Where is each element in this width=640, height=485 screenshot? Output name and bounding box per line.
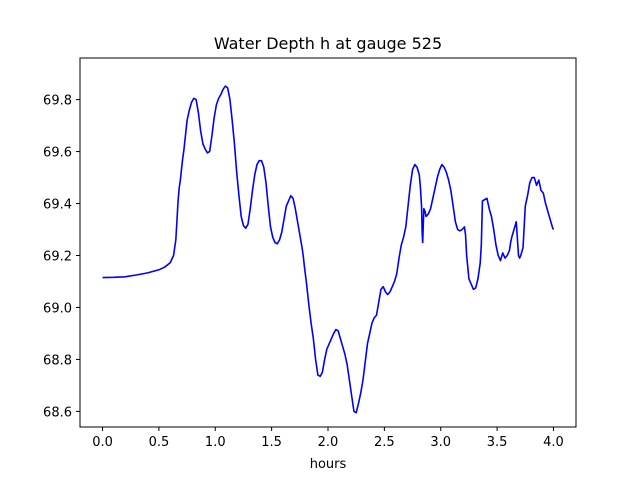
y-tick-label: 69.2	[43, 249, 72, 264]
x-axis-ticks: 0.0 0.5 1.0 1.5 2.0 2.5 3.0 3.5 4.0	[92, 427, 564, 450]
chart-title: Water Depth h at gauge 525	[214, 34, 442, 53]
x-tick-label: 0.0	[92, 435, 113, 450]
x-tick-label: 2.5	[374, 435, 395, 450]
y-tick-label: 69.6	[43, 146, 72, 161]
x-tick-label: 1.0	[205, 435, 226, 450]
x-tick-label: 3.0	[430, 435, 451, 450]
x-tick-label: 4.0	[543, 435, 564, 450]
y-tick-label: 68.8	[43, 353, 72, 368]
y-axis-ticks: 68.6 68.8 69.0 69.2 69.4 69.6 69.8	[43, 94, 80, 420]
x-tick-label: 0.5	[149, 435, 170, 450]
y-tick-label: 68.6	[43, 405, 72, 420]
y-tick-label: 69.4	[43, 198, 72, 213]
y-tick-label: 69.0	[43, 301, 72, 316]
x-tick-label: 1.5	[261, 435, 282, 450]
x-tick-label: 3.5	[487, 435, 508, 450]
x-tick-label: 2.0	[318, 435, 339, 450]
x-axis-label: hours	[310, 457, 347, 472]
series-line-0	[102, 85, 555, 414]
y-tick-label: 69.8	[43, 94, 72, 109]
